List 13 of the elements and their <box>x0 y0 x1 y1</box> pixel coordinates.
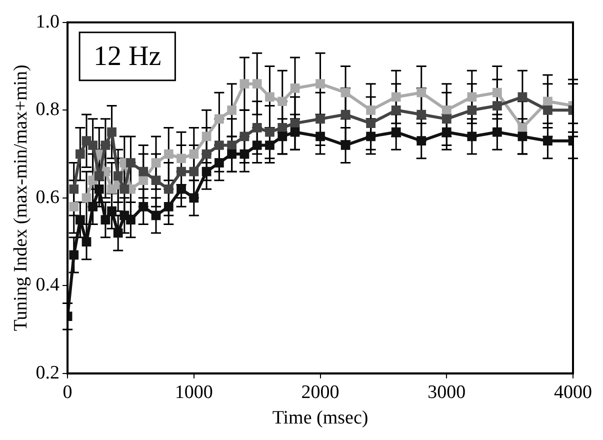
x-axis-title: Time (msec) <box>272 408 368 429</box>
y-tick-label: 0.6 <box>36 186 60 208</box>
y-axis-title: Tuning Index (max-min/max+min) <box>10 64 32 332</box>
x-tick-label: 0 <box>62 382 72 403</box>
y-tick-label: 0.2 <box>36 362 60 384</box>
x-tick-label: 3000 <box>428 382 466 403</box>
x-tick-label: 1000 <box>174 382 213 403</box>
y-tick-label: 0.4 <box>36 274 60 296</box>
y-tick-label: 0.8 <box>36 99 60 120</box>
x-tick-label: 4000 <box>554 382 592 403</box>
x-tick-label: 2000 <box>301 382 340 403</box>
y-tick-label: 1.0 <box>36 11 60 32</box>
annotation: 12 Hz <box>94 40 162 72</box>
